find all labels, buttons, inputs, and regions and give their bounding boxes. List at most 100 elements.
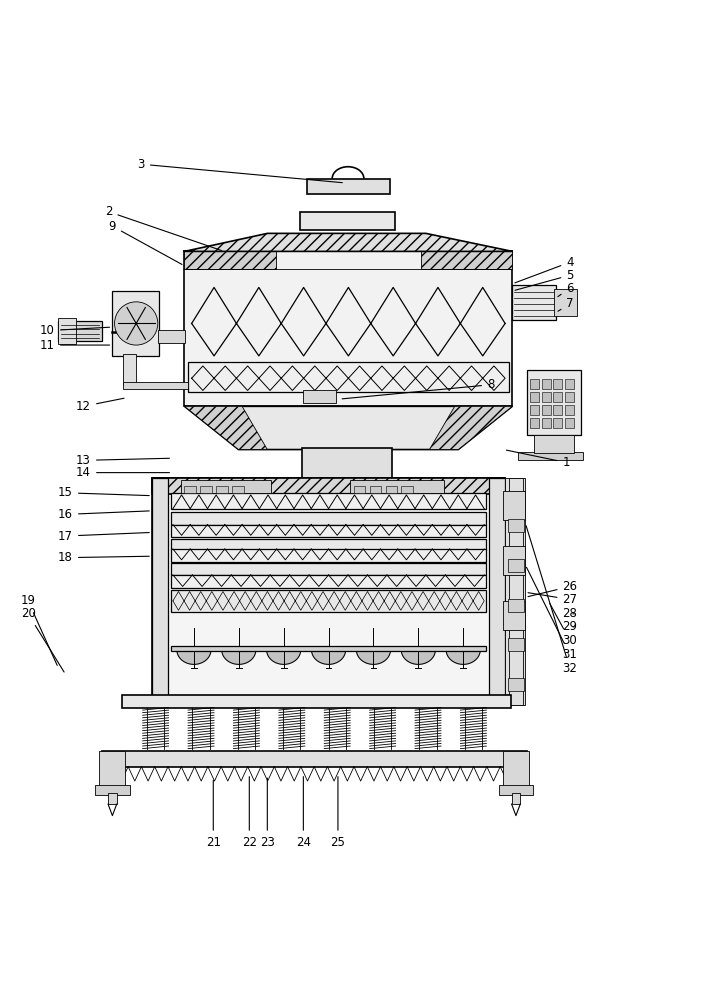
Bar xyxy=(307,179,390,194)
Bar xyxy=(172,549,486,562)
Bar xyxy=(172,646,486,651)
Text: 13: 13 xyxy=(76,454,170,467)
Bar xyxy=(565,418,573,428)
Bar xyxy=(350,480,444,493)
Text: 18: 18 xyxy=(58,551,149,564)
Text: 9: 9 xyxy=(108,220,182,264)
Text: 2: 2 xyxy=(105,205,222,250)
Bar xyxy=(172,539,486,550)
Bar xyxy=(509,478,523,705)
Text: 29: 29 xyxy=(562,620,578,633)
Text: 24: 24 xyxy=(296,777,311,849)
Text: 8: 8 xyxy=(342,378,495,399)
Bar xyxy=(172,563,486,575)
Bar xyxy=(508,599,524,612)
Bar xyxy=(499,785,534,795)
Text: 3: 3 xyxy=(137,158,342,183)
Bar xyxy=(565,379,573,389)
Bar xyxy=(518,478,526,705)
Bar xyxy=(513,285,555,320)
Text: 17: 17 xyxy=(58,530,149,543)
Text: 16: 16 xyxy=(58,508,149,521)
Bar xyxy=(542,405,550,415)
Bar xyxy=(122,695,511,708)
Polygon shape xyxy=(401,651,435,664)
Bar xyxy=(503,601,525,630)
Bar xyxy=(200,486,212,493)
Bar xyxy=(158,330,185,343)
Bar xyxy=(123,382,188,389)
Bar xyxy=(534,435,573,453)
Bar xyxy=(300,212,395,230)
Text: 7: 7 xyxy=(558,297,574,311)
Bar xyxy=(503,546,525,575)
Polygon shape xyxy=(222,651,256,664)
Polygon shape xyxy=(357,651,391,664)
Bar xyxy=(108,793,117,804)
Text: 11: 11 xyxy=(40,339,110,352)
Text: 31: 31 xyxy=(526,567,578,661)
Bar xyxy=(58,318,77,344)
Bar xyxy=(172,590,486,612)
Bar xyxy=(565,405,573,415)
Bar xyxy=(232,486,243,493)
Bar xyxy=(505,478,518,705)
Text: 1: 1 xyxy=(506,450,570,469)
Bar xyxy=(553,392,562,402)
Bar xyxy=(531,405,539,415)
Bar xyxy=(490,478,505,705)
Text: 22: 22 xyxy=(242,777,257,849)
Text: 4: 4 xyxy=(515,256,574,283)
Text: 27: 27 xyxy=(528,593,578,606)
Bar xyxy=(370,486,381,493)
Bar xyxy=(123,354,136,385)
Polygon shape xyxy=(184,233,513,251)
Bar xyxy=(102,751,527,767)
Bar xyxy=(542,392,550,402)
Bar xyxy=(172,493,486,509)
Text: 32: 32 xyxy=(526,526,578,675)
Bar xyxy=(172,575,486,588)
Text: 19: 19 xyxy=(21,594,57,665)
Bar xyxy=(531,379,539,389)
Bar xyxy=(508,638,524,651)
Bar xyxy=(508,678,524,691)
Polygon shape xyxy=(312,651,346,664)
Bar xyxy=(503,491,525,520)
Bar xyxy=(184,251,277,269)
Bar xyxy=(184,251,513,406)
Bar xyxy=(188,362,509,392)
Bar xyxy=(152,478,505,494)
Bar xyxy=(554,289,577,316)
Bar xyxy=(542,418,550,428)
Bar xyxy=(172,525,486,537)
Bar xyxy=(172,512,486,525)
Text: 6: 6 xyxy=(558,282,574,297)
Bar xyxy=(386,486,397,493)
Bar xyxy=(531,392,539,402)
Polygon shape xyxy=(430,406,513,450)
Bar xyxy=(100,751,126,787)
Text: 15: 15 xyxy=(58,486,149,499)
Bar xyxy=(180,480,271,493)
Bar xyxy=(531,418,539,428)
Bar xyxy=(553,418,562,428)
Bar xyxy=(420,251,513,269)
Polygon shape xyxy=(266,651,300,664)
Text: 26: 26 xyxy=(528,580,578,597)
Bar xyxy=(95,785,130,795)
Text: 23: 23 xyxy=(260,778,275,849)
Text: 12: 12 xyxy=(76,398,124,413)
Bar xyxy=(302,448,392,478)
Bar xyxy=(553,379,562,389)
Bar xyxy=(354,486,365,493)
Bar xyxy=(401,486,413,493)
Bar xyxy=(508,519,524,532)
Bar xyxy=(553,405,562,415)
Polygon shape xyxy=(184,406,267,450)
Bar xyxy=(216,486,227,493)
Bar xyxy=(542,379,550,389)
Bar xyxy=(303,390,336,403)
Polygon shape xyxy=(184,406,513,450)
Text: 14: 14 xyxy=(76,466,170,479)
